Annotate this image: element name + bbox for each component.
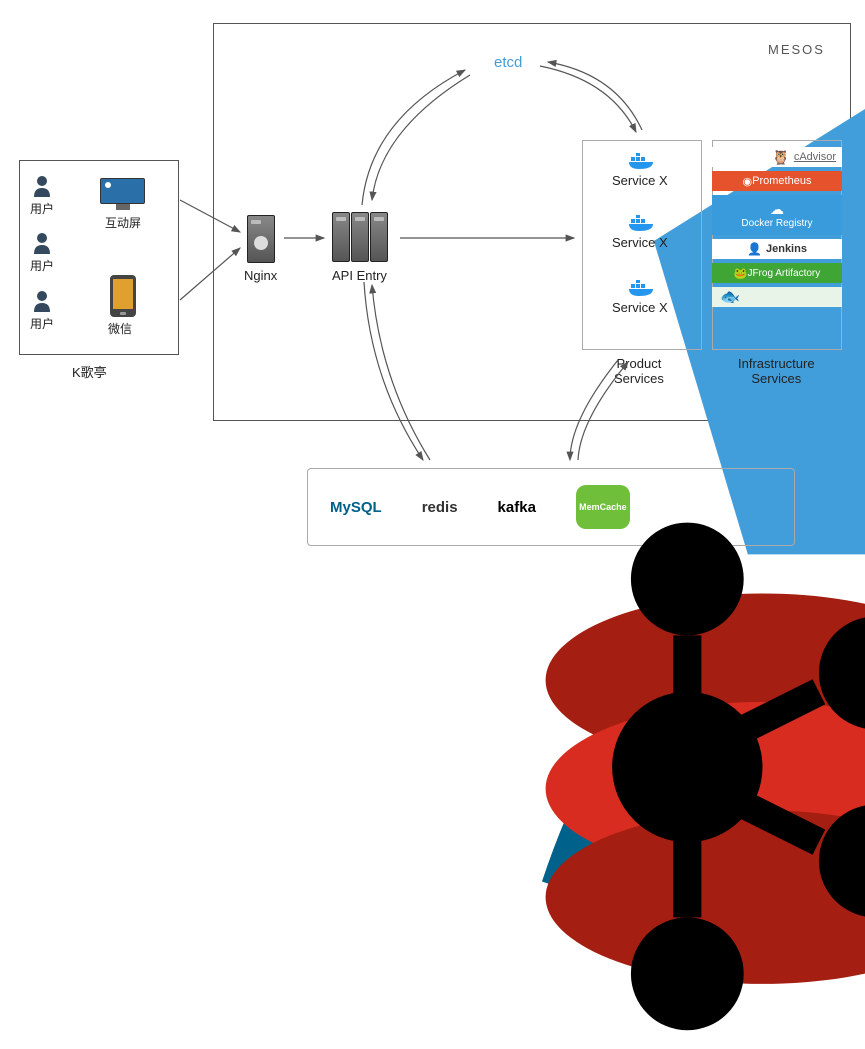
infra-services-box: 🦉cAdvisor ◉ Prometheus ☁Docker Registry … [712, 140, 842, 350]
user-label: 用户 [30, 257, 54, 274]
jfrog-badge: 🐸 JFrog Artifactory [712, 263, 842, 283]
product-services-caption: Product Services [614, 356, 664, 386]
nginx-server-icon [247, 215, 275, 263]
memcache-logo: MemCache [576, 485, 630, 529]
infra-services-caption: Infrastructure Services [738, 356, 815, 386]
service-label: Service X [612, 300, 668, 315]
phone-label: 微信 [108, 320, 132, 337]
monitor-icon [100, 178, 145, 210]
phone-icon [110, 275, 136, 317]
service-label: Service X [612, 235, 668, 250]
jenkins-badge: 👤Jenkins [712, 239, 842, 259]
etcd-icon [472, 53, 490, 71]
etcd-label: etcd [494, 54, 522, 71]
nginx-label: Nginx [244, 268, 277, 283]
api-servers-icon [332, 212, 388, 262]
fish-badge: 🐟 [712, 287, 842, 307]
service-label: Service X [612, 173, 668, 188]
api-label: API Entry [332, 268, 387, 283]
monitor-label: 互动屏 [105, 214, 141, 231]
docker-registry-badge: ☁Docker Registry [712, 195, 842, 235]
user-label: 用户 [30, 200, 54, 217]
mysql-logo: MySQL [330, 499, 382, 516]
user-label: 用户 [30, 315, 54, 332]
mesos-logo-icon [740, 38, 762, 60]
cadvisor-badge: 🦉cAdvisor [712, 147, 842, 167]
datastores-row: MySQL redis kafka MemCache [330, 485, 630, 529]
mesos-brand: MESOS [768, 42, 825, 57]
prometheus-badge: ◉ Prometheus [712, 171, 842, 191]
clients-caption: K歌亭 [72, 362, 107, 381]
kafka-logo: kafka [498, 499, 536, 516]
redis-logo: redis [422, 499, 458, 516]
